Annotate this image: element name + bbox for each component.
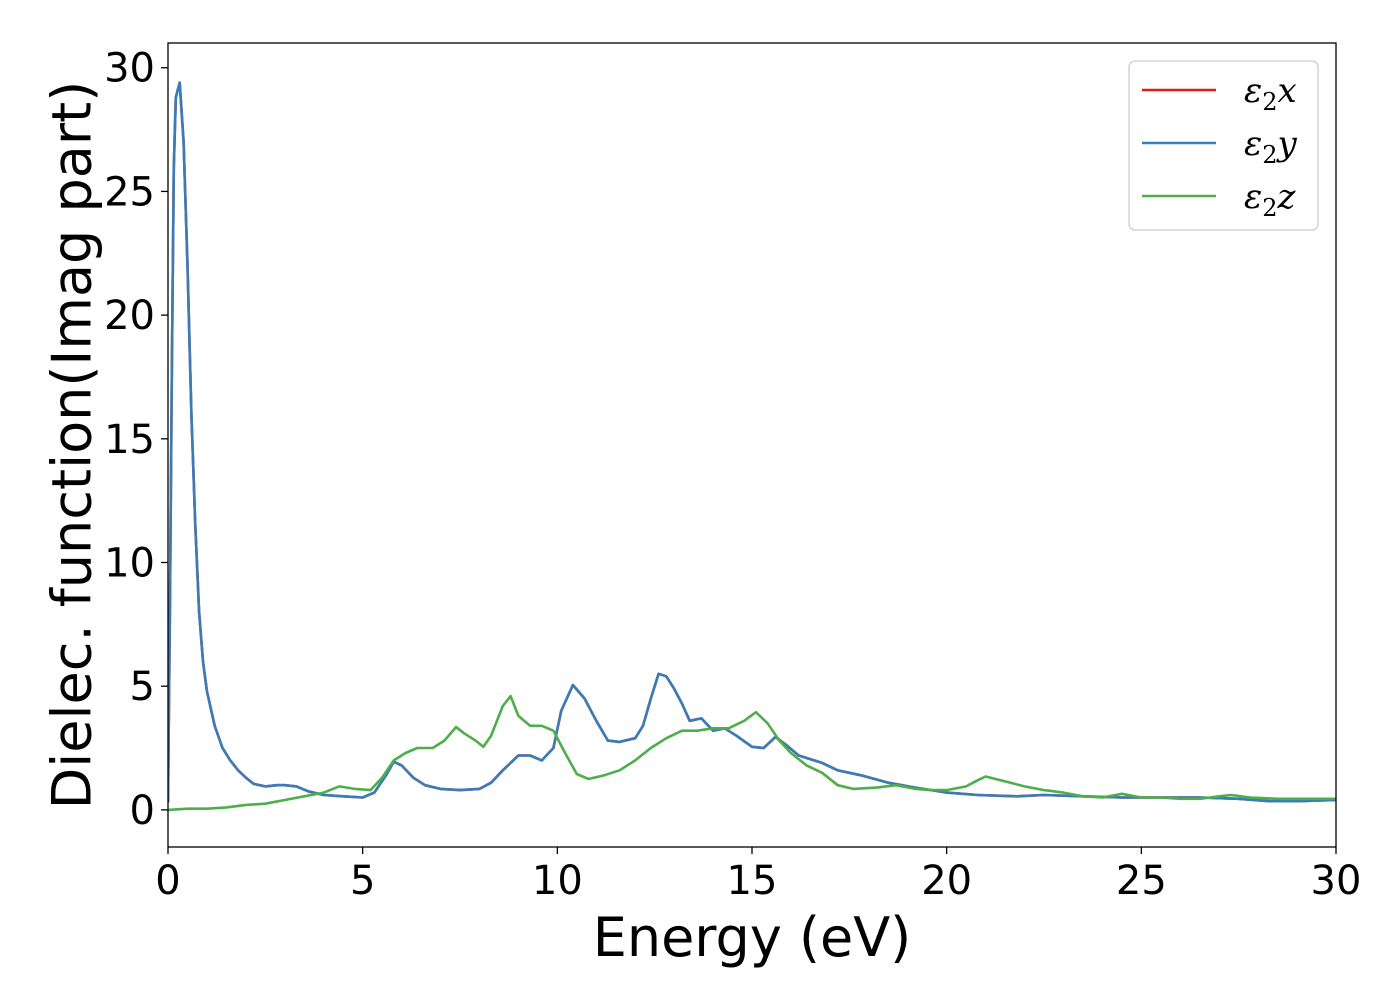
series-line-y [168, 81, 1336, 803]
y-tick-label: 15 [104, 417, 155, 463]
x-axis: 0 5 10 15 20 25 30 [155, 847, 1361, 904]
x-tick-label: 10 [532, 858, 583, 904]
legend: ε2x ε2y ε2z [1128, 60, 1319, 231]
x-tick-label: 0 [155, 858, 180, 904]
y-tick-label: 0 [130, 788, 155, 834]
legend-label-y: ε2y [1244, 124, 1298, 169]
y-tick-label: 25 [104, 169, 155, 215]
x-tick-label: 30 [1311, 858, 1362, 904]
legend-label-z: ε2z [1244, 177, 1297, 222]
x-axis-title: Energy (eV) [593, 906, 912, 969]
series-layer [168, 81, 1336, 812]
y-tick-label: 20 [104, 293, 155, 339]
y-axis-title: Dielec. function(Imag part) [41, 81, 104, 810]
x-tick-label: 15 [727, 858, 778, 904]
legend-label-x: ε2x [1244, 71, 1297, 116]
legend-box [1128, 60, 1319, 231]
y-tick-label: 30 [104, 46, 155, 92]
x-tick-label: 25 [1116, 858, 1167, 904]
series-line-z [168, 694, 1336, 812]
y-tick-label: 10 [104, 541, 155, 587]
x-tick-label: 20 [921, 858, 972, 904]
y-axis: 0 5 10 15 20 25 30 [104, 46, 168, 834]
y-tick-label: 5 [130, 664, 155, 710]
x-tick-label: 5 [350, 858, 375, 904]
